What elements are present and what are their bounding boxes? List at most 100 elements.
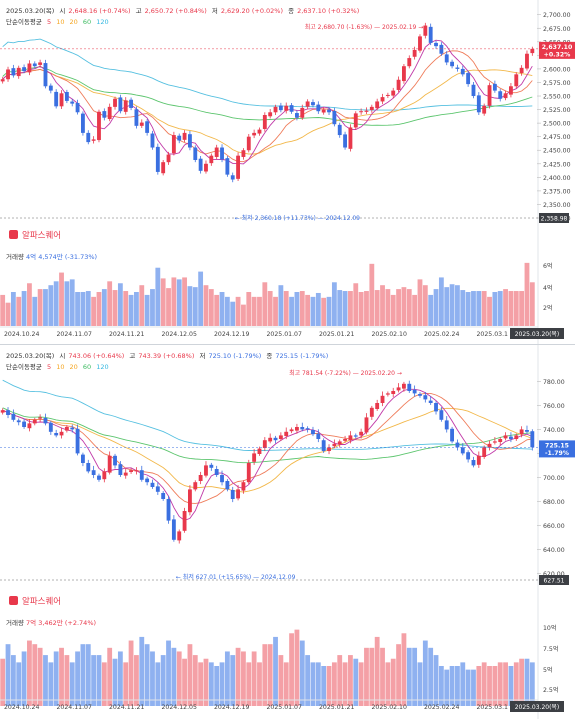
volume-bar [0, 658, 6, 706]
volume-bar [305, 294, 311, 326]
candle-body [236, 489, 241, 499]
candle-body [476, 95, 481, 113]
candle-body [262, 440, 267, 448]
candle-body [16, 67, 21, 77]
candle-body [327, 109, 331, 113]
volume-bar [422, 285, 428, 326]
low-price-tag [539, 213, 569, 223]
date-tick-label: 2025.01.21 [319, 704, 354, 711]
price-tick-label: 2,675.00 [543, 26, 571, 33]
volume-bar [417, 279, 423, 326]
candle-body [102, 111, 107, 118]
candle-body [369, 407, 374, 417]
candle-body [262, 115, 267, 129]
max-price-annotation: 최고 781.54 (-7.22%) — 2025.02.20 → [289, 369, 402, 377]
ma-period-5: 5 [46, 363, 52, 371]
date-tick-label: 2024.12.05 [162, 704, 197, 711]
volume-bar [481, 662, 487, 706]
volume-tick-label: 6억 [543, 262, 553, 270]
candle-body [209, 155, 214, 164]
candle-body [444, 420, 449, 430]
candle-body [364, 110, 369, 112]
ma-legend[interactable]: 단순이동평균 5 10 20 60 120 [6, 16, 112, 26]
volume-bar [117, 651, 123, 706]
volume-bar [241, 651, 246, 706]
volume-bar [155, 662, 161, 706]
volume-bar [246, 292, 252, 326]
volume-bar [374, 290, 380, 326]
volume-bar [150, 651, 155, 706]
candle-body [321, 440, 326, 451]
candle-body [187, 489, 192, 513]
candle-body [32, 63, 37, 67]
volume-bar [406, 289, 412, 326]
candle-body [305, 428, 310, 430]
candle-body [530, 431, 535, 448]
candle-body [530, 48, 535, 54]
candle-body [418, 36, 422, 51]
volume-bar [75, 651, 80, 706]
candle-body [460, 447, 465, 454]
candlestick-chart[interactable]: 2,700.002,675.002,650.002,625.002,600.00… [0, 0, 575, 344]
price-tick-label: 620.00 [543, 571, 565, 578]
candle-body [209, 464, 214, 468]
volume-bar [460, 290, 466, 326]
volume-bar [412, 647, 418, 706]
date-tick-label: 2024.12.19 [214, 331, 249, 338]
min-price-annotation: ← 최저 627.01 (+15.65%) — 2024.12.09 [176, 573, 296, 581]
min-price-annotation: ← 최저 2,360.18 (+11.73%) — 2024.12.09 [235, 214, 360, 222]
candle-body [0, 410, 5, 413]
volume-bar [257, 296, 262, 326]
candle-body [129, 99, 134, 108]
candle-body [284, 105, 289, 111]
candle-body [273, 437, 278, 441]
volume-bar [455, 666, 460, 706]
candlestick-chart[interactable]: 780.00760.00740.00720.00700.00680.00660.… [0, 345, 575, 719]
ma10-line [2, 50, 533, 163]
volume-bar [364, 647, 369, 706]
ma20-line [2, 68, 533, 155]
candle-body [150, 133, 155, 148]
volume-tick-label: 4억 [543, 284, 553, 292]
volume-bar [128, 640, 134, 706]
candle-body [434, 42, 438, 47]
date-tick-label: 2024.11.21 [109, 704, 144, 711]
candle-body [278, 105, 283, 111]
ohlc-header: 2025.03.20(목) 시 2,648.16 (+0.74%) 고 2,650.… [6, 5, 362, 15]
date-tick-label: 2025.01.07 [267, 704, 302, 711]
candle-body [97, 111, 101, 141]
candle-body [348, 435, 353, 441]
candle-body [102, 471, 107, 480]
candle-body [118, 464, 123, 475]
candle-body [300, 107, 305, 118]
candle-body [359, 431, 364, 436]
volume-bar [444, 669, 450, 706]
candle-body [455, 67, 460, 69]
candle-body [22, 421, 27, 427]
volume-bar [289, 296, 294, 326]
candle-body [450, 61, 455, 67]
volume-label: 거래량 [6, 253, 24, 261]
volume-bar [471, 291, 476, 326]
ma-legend[interactable]: 단순이동평균 5 10 20 60 120 [6, 361, 112, 371]
date-tick-label: 2025.03.1 [477, 331, 509, 338]
ma-period-20: 20 [69, 18, 78, 26]
volume-bar [214, 294, 220, 326]
volume-bar [310, 296, 316, 326]
candle-body [155, 486, 160, 492]
candle-body [273, 106, 278, 113]
ma5-line [2, 39, 533, 165]
date-tick-label: 2024.11.21 [109, 331, 144, 338]
date-tick-label: 2024.12.19 [214, 704, 249, 711]
price-tick-label: 2,425.00 [543, 161, 571, 168]
volume-bar [380, 285, 385, 326]
volume-bar [326, 666, 332, 706]
ma-period-10: 10 [56, 363, 65, 371]
candle-body [396, 79, 401, 90]
kospi-chart-panel: 2025.03.20(목) 시 2,648.16 (+0.74%) 고 2,650.… [0, 0, 575, 344]
low-value: 725.10 (-1.79%) [208, 352, 262, 360]
volume-bar [492, 292, 498, 326]
candle-body [86, 132, 91, 143]
volume-bar [48, 285, 54, 326]
volume-bar [455, 285, 460, 326]
